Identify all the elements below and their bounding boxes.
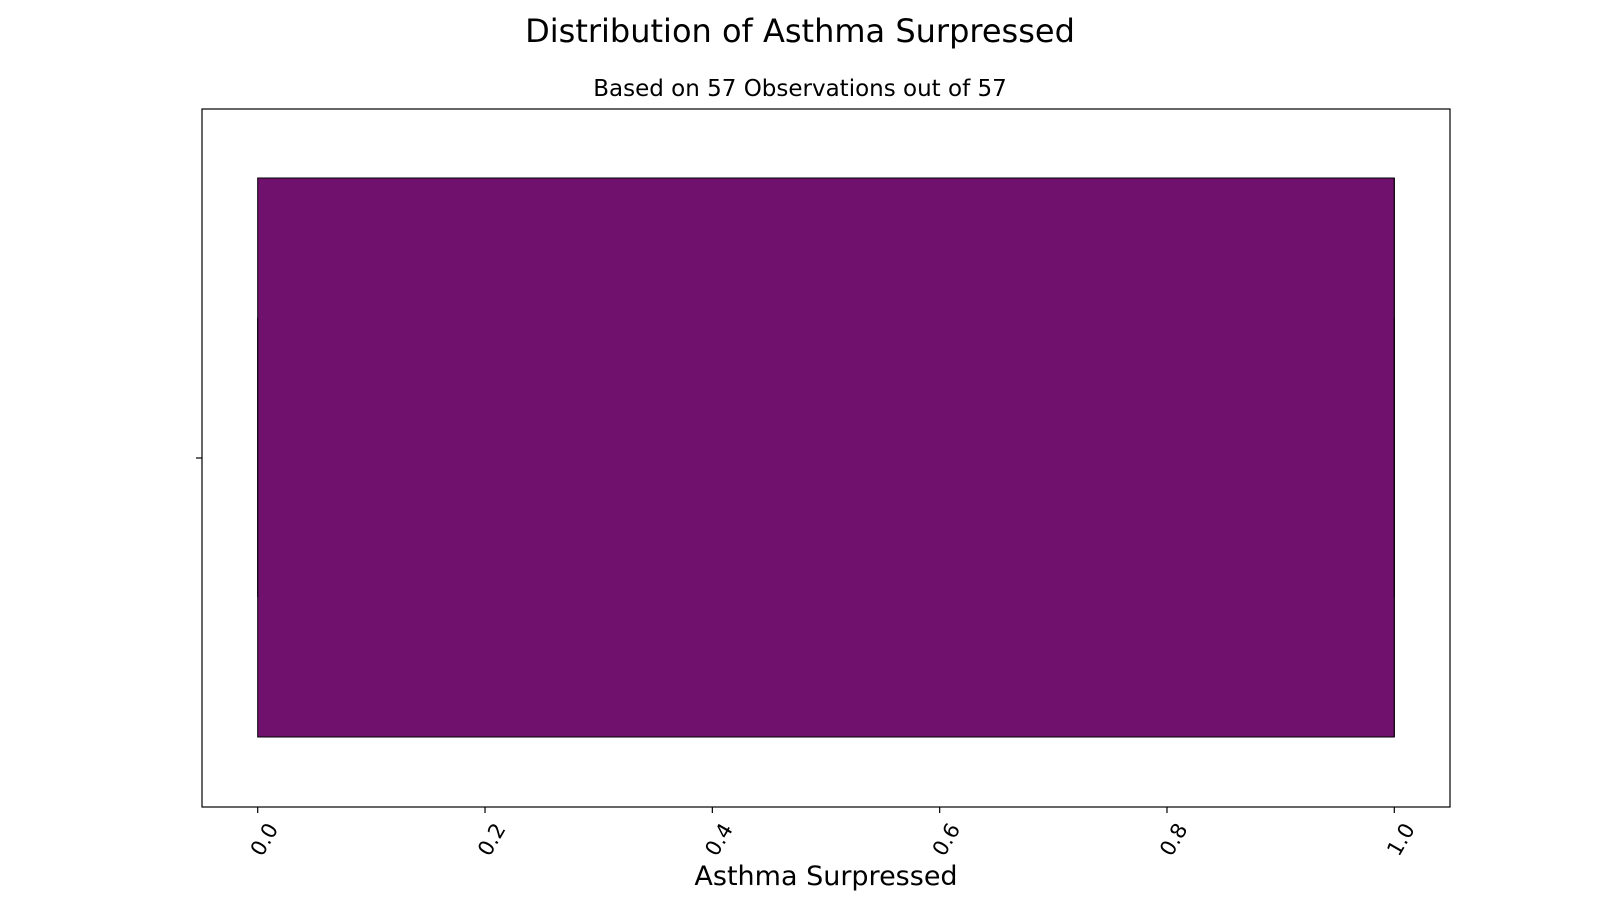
x-tick-label: 0.0 — [246, 819, 283, 860]
x-tick-label: 0.6 — [928, 819, 965, 860]
chart-title: Distribution of Asthma Surpressed — [525, 12, 1075, 50]
box-iqr — [257, 177, 1395, 738]
x-tick-label: 0.8 — [1155, 819, 1192, 860]
x-tick-label: 1.0 — [1382, 819, 1419, 860]
x-axis-label: Asthma Surpressed — [694, 861, 957, 892]
x-tick-label: 0.2 — [473, 819, 510, 860]
x-tick-label: 0.4 — [700, 819, 737, 860]
chart-subtitle: Based on 57 Observations out of 57 — [593, 76, 1007, 102]
